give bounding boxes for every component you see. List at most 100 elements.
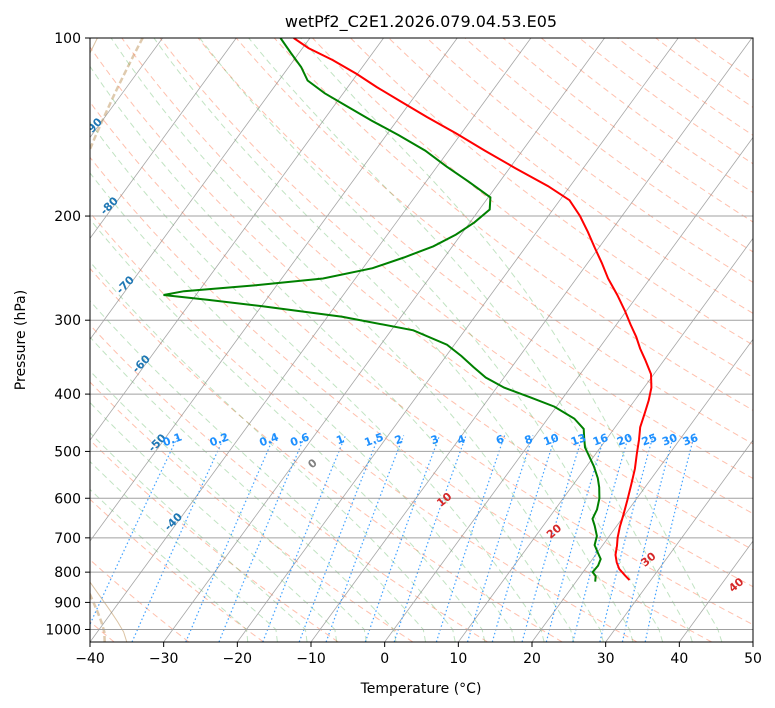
isotherm-line <box>605 439 753 642</box>
dry-adiabat-line <box>121 38 753 551</box>
moist-adiabat-line <box>90 65 575 642</box>
dry-adiabat-line <box>693 38 753 81</box>
mixing-ratio-line <box>466 435 534 642</box>
mixing-ratio-label: 13 <box>569 431 588 448</box>
dry-adiabat-line <box>464 38 753 253</box>
y-tick-label: 200 <box>54 209 81 225</box>
dry-adiabat-line <box>90 498 264 642</box>
moist-adiabat-line <box>90 336 397 642</box>
mixing-ratio-line <box>298 435 380 642</box>
isotherm-line <box>163 38 605 642</box>
y-tick-label: 1000 <box>45 622 81 638</box>
moist-adiabat-line <box>110 38 604 642</box>
mixing-ratio-line <box>599 435 654 642</box>
dry-adiabat-line <box>426 38 753 283</box>
moist-adiabat-label: 20 <box>544 521 564 541</box>
y-tick-label: 800 <box>54 565 81 581</box>
dry-adiabat-line <box>617 38 753 136</box>
mixing-ratio-label: 4 <box>456 432 468 447</box>
mixing-ratio-label: 1.5 <box>363 430 386 449</box>
moist-adiabat-line <box>90 401 338 642</box>
dry-adiabat-line <box>90 211 638 642</box>
moist-adiabat-line <box>90 300 427 642</box>
mixing-ratio-line <box>491 435 557 642</box>
dry-adiabat-line <box>90 381 414 642</box>
moist-adiabat-line <box>90 121 545 642</box>
x-tick-label: 0 <box>380 651 389 667</box>
mixing-ratio-label: 30 <box>660 431 679 449</box>
x-tick-label: 20 <box>523 651 541 667</box>
mixing-ratio-label: 36 <box>681 431 700 449</box>
mixing-ratio-line <box>262 435 347 642</box>
dewpoint-profile-line <box>163 38 602 582</box>
dry-adiabat-label: -60 <box>130 352 153 375</box>
moist-adiabat-line <box>153 38 634 642</box>
mixing-ratio-label: 8 <box>523 432 535 447</box>
mixing-ratio-label: 1 <box>334 432 346 447</box>
isotherm-line <box>90 38 532 642</box>
x-tick-label: −10 <box>296 651 326 667</box>
y-tick-label: 900 <box>54 595 81 611</box>
isotherm-line <box>90 38 237 240</box>
mixing-ratio-label: 0.6 <box>288 430 311 449</box>
y-tick-label: 700 <box>54 531 81 547</box>
dry-adiabat-line <box>540 38 753 194</box>
isotherm-line <box>531 338 753 642</box>
x-tick-label: −20 <box>223 651 253 667</box>
mixing-ratio-label: 20 <box>615 431 634 449</box>
y-tick-label: 100 <box>54 31 81 47</box>
y-axis: 100 200 300 400 500 600 700 800 900 1000 <box>45 31 90 638</box>
dry-adiabat-line <box>235 38 753 445</box>
moist-adiabat-label: 40 <box>726 575 746 595</box>
dry-adiabat-line <box>90 439 339 642</box>
mixing-ratio-line <box>572 435 630 642</box>
x-tick-label: −40 <box>75 651 105 667</box>
mixing-ratio-label: 3 <box>429 432 441 447</box>
mixing-ratio-line <box>435 435 506 642</box>
moist-adiabat-line <box>90 218 486 642</box>
dry-adiabat-line <box>312 38 753 378</box>
dry-adiabat-line <box>655 38 753 108</box>
dry-adiabat-line <box>90 101 753 626</box>
chart-title: wetPf2_C2E1.2026.079.04.53.E05 <box>285 12 557 32</box>
mixing-ratio-label: 0.1 <box>161 430 184 449</box>
mixing-ratio-line <box>644 435 695 642</box>
mixing-ratio-label: 2 <box>393 432 405 447</box>
isotherm-line <box>237 38 679 642</box>
isotherm-line <box>458 237 753 642</box>
dry-adiabat-line <box>90 156 712 642</box>
moist-adiabat-line <box>248 38 693 642</box>
x-tick-label: 10 <box>449 651 467 667</box>
temperature-profile-line <box>293 38 653 581</box>
x-tick-label: 50 <box>744 651 762 667</box>
y-tick-label: 500 <box>54 444 81 460</box>
moist-adiabat-line <box>90 460 278 642</box>
mixing-ratio-label: 16 <box>591 431 610 449</box>
dry-adiabat-label: -90 <box>82 115 105 138</box>
isotherm-line <box>90 38 458 542</box>
mixing-ratio-line <box>393 435 467 642</box>
mixing-ratio-line <box>621 435 675 642</box>
dry-adiabat-line <box>388 38 753 314</box>
y-axis-title: Pressure (hPa) <box>13 290 29 390</box>
dry-adiabat-line <box>159 38 753 515</box>
mixing-ratio-label: 25 <box>640 431 659 448</box>
mixing-ratio-line <box>364 435 441 642</box>
moist-adiabat-line <box>90 172 515 642</box>
mixing-ratio-label: 10 <box>542 431 561 449</box>
y-tick-label: 300 <box>54 313 81 329</box>
isotherm-line <box>90 38 311 340</box>
moist-adiabat-line <box>90 261 456 642</box>
y-tick-label: 400 <box>54 387 81 403</box>
x-tick-label: 40 <box>670 651 688 667</box>
y-tick-label: 600 <box>54 491 81 507</box>
mixing-ratio-label: 0.4 <box>258 430 281 449</box>
isotherm-line <box>90 38 384 441</box>
dry-adiabat-label: -80 <box>98 194 121 217</box>
isotherm-line <box>752 641 753 642</box>
reference-arc-bold <box>90 38 144 642</box>
moist-adiabat-label: 10 <box>434 490 454 510</box>
mixing-ratio-line <box>218 435 306 642</box>
x-axis: −40 −30 −20 −10 0 10 20 30 40 50 <box>75 642 762 667</box>
dry-adiabat-line <box>350 38 753 346</box>
